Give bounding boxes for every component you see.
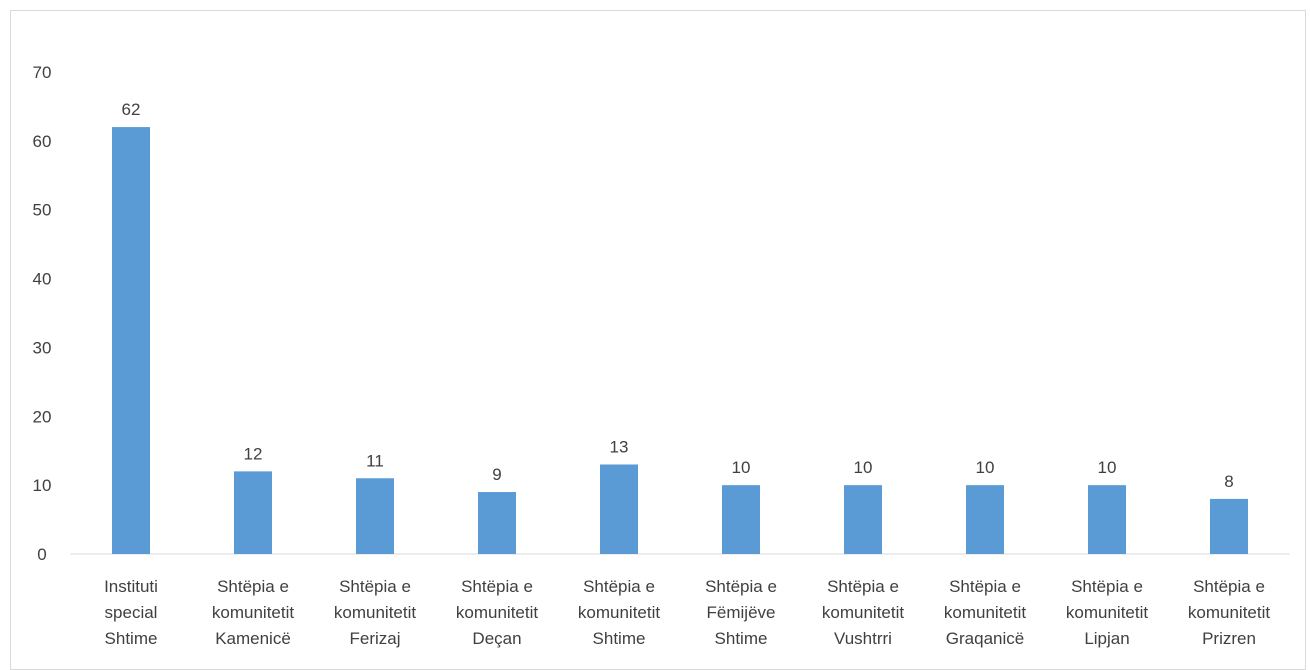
data-label: 62: [122, 100, 141, 119]
data-label: 10: [976, 458, 995, 477]
bar: [844, 485, 882, 554]
y-axis-ticks: 0 10 20 30 40 50 60 70: [33, 63, 52, 564]
category-label: Shtëpia e Fëmijëve Shtime: [705, 577, 777, 648]
category-label: Shtëpia e komunitetit Ferizaj: [334, 577, 416, 648]
y-tick-label: 50: [33, 201, 52, 220]
category-label: Shtëpia e komunitetit Lipjan: [1066, 577, 1148, 648]
bar: [356, 478, 394, 554]
y-tick-label: 60: [33, 132, 52, 151]
category-label: Shtëpia e komunitetit Deçan: [456, 577, 538, 648]
category-labels: Instituti special Shtime Shtëpia e komunitet…: [104, 577, 1270, 648]
category-label: Shtëpia e komunitetit Shtime: [578, 577, 660, 648]
category-label: Instituti special Shtime: [104, 577, 158, 648]
data-label: 10: [732, 458, 751, 477]
bar: [112, 127, 150, 554]
category-label: Shtëpia e komunitetit Prizren: [1188, 577, 1270, 648]
bar: [966, 485, 1004, 554]
data-labels: 62 12 11 9 13 10 10 10 10 8: [122, 100, 1234, 491]
y-tick-label: 10: [33, 476, 52, 495]
data-label: 10: [1098, 458, 1117, 477]
bar: [1088, 485, 1126, 554]
data-label: 9: [492, 465, 501, 484]
bar: [1210, 499, 1248, 554]
data-label: 13: [610, 437, 629, 456]
y-tick-label: 40: [33, 270, 52, 289]
bar: [722, 485, 760, 554]
data-label: 8: [1224, 472, 1233, 491]
y-tick-label: 20: [33, 407, 52, 426]
data-label: 11: [366, 451, 384, 470]
data-label: 10: [854, 458, 873, 477]
bars: [112, 127, 1248, 554]
bar: [600, 464, 638, 554]
category-label: Shtëpia e komunitetit Vushtrri: [822, 577, 904, 648]
category-label: Shtëpia e komunitetit Kamenicë: [212, 577, 294, 648]
y-tick-label: 30: [33, 338, 52, 357]
data-label: 12: [244, 444, 263, 463]
y-tick-label: 70: [33, 63, 52, 82]
bar: [234, 471, 272, 554]
y-tick-label: 0: [37, 545, 46, 564]
category-label: Shtëpia e komunitetit Graqanicë: [944, 577, 1026, 648]
bar: [478, 492, 516, 554]
